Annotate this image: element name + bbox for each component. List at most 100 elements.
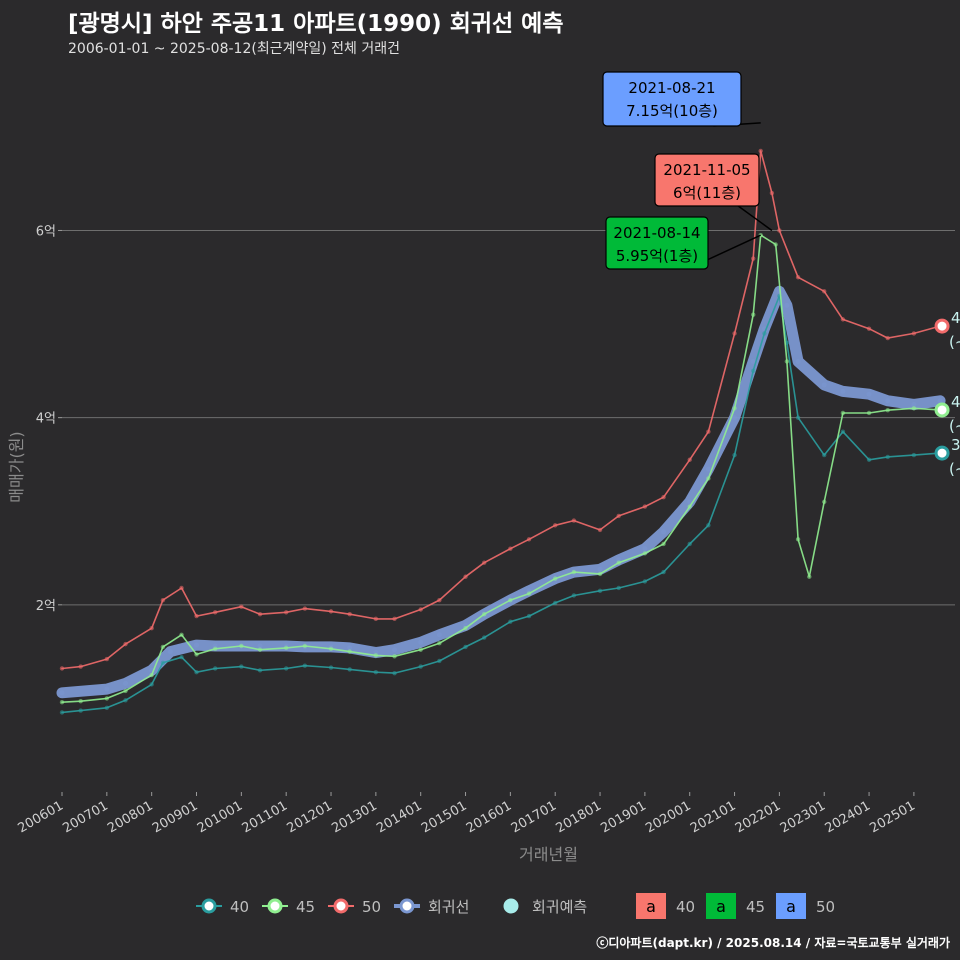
data-point-50 — [777, 228, 782, 233]
data-point-40 — [885, 454, 890, 460]
data-point-40 — [911, 452, 917, 458]
data-point-40 — [840, 429, 846, 434]
data-point-40 — [526, 613, 532, 619]
data-point-45 — [392, 654, 397, 659]
data-point-45 — [784, 359, 790, 364]
data-point-40 — [347, 667, 352, 672]
x-tick-label: 200601 — [16, 798, 66, 836]
data-point-45 — [911, 406, 917, 411]
data-point-40 — [160, 660, 166, 666]
data-point-regression — [194, 642, 200, 648]
x-tick-label: 201301 — [329, 798, 379, 836]
data-point-45 — [751, 312, 756, 317]
legend-box-label: 50 — [816, 898, 835, 916]
data-point-50 — [597, 527, 603, 533]
legend-marker-regression — [399, 898, 415, 914]
data-point-40 — [437, 658, 442, 664]
chart-caption: ⓒ디아파트(dapt.kr) / 2025.08.14 / 자료=국토교통부 실… — [596, 936, 950, 950]
data-point-45 — [706, 476, 711, 481]
legend-box-50 — [776, 893, 806, 919]
end-label-value: 36,214 — [951, 436, 960, 454]
data-point-40 — [418, 664, 423, 669]
data-point-50 — [302, 606, 308, 611]
end-label-value: 49,780 — [951, 309, 960, 327]
data-point-50 — [758, 148, 763, 154]
legend-label-regression: 회귀선 — [428, 898, 469, 916]
data-point-50 — [508, 546, 513, 551]
data-point-50 — [123, 641, 128, 647]
data-point-50 — [59, 666, 65, 671]
data-point-50 — [257, 611, 263, 617]
data-point-40 — [78, 708, 83, 713]
end-label-value: 40,822 — [951, 393, 960, 411]
data-point-45 — [642, 551, 648, 556]
x-tick-label: 200901 — [150, 798, 200, 836]
data-point-50 — [418, 607, 423, 612]
data-point-45 — [418, 647, 423, 652]
data-point-50 — [149, 626, 154, 631]
data-point-45 — [571, 569, 577, 575]
data-point-50 — [751, 256, 756, 261]
series-line-regression — [56, 285, 946, 699]
annotation-pointer — [737, 205, 773, 232]
data-point-40 — [661, 569, 666, 575]
data-point-40 — [179, 655, 184, 660]
data-point-45 — [257, 647, 263, 652]
x-tick-label: 200701 — [60, 798, 110, 836]
chart-subtitle: 2006-01-01 ~ 2025-08-12(최근계약일) 전체 거래건 — [68, 41, 400, 57]
data-point-45 — [482, 611, 487, 617]
x-tick-label: 201701 — [509, 798, 559, 836]
data-point-regression — [840, 388, 846, 394]
data-point-50 — [866, 326, 872, 331]
data-point-regression — [257, 643, 263, 649]
y-tick-label: 6억 — [36, 224, 56, 239]
x-tick-label: 200801 — [105, 798, 155, 836]
y-axis-title: 매매가(원) — [7, 431, 26, 502]
data-point-45 — [795, 537, 801, 542]
data-point-40 — [822, 452, 827, 458]
x-tick-label: 201201 — [285, 798, 335, 836]
data-point-50 — [822, 289, 827, 294]
legend-box-40 — [636, 893, 666, 919]
data-point-40 — [212, 666, 218, 671]
data-point-50 — [526, 537, 532, 542]
data-point-50 — [769, 190, 775, 196]
end-label-area: (~45㎡) — [949, 417, 960, 435]
data-point-45 — [822, 499, 827, 505]
annotation-box — [654, 153, 760, 207]
end-marker-40 — [934, 445, 950, 461]
legend-label-45: 45 — [296, 898, 315, 916]
annotation-price: 7.15억(10층) — [626, 102, 718, 120]
data-point-45 — [526, 591, 532, 596]
legend-box-label: 40 — [676, 898, 695, 916]
data-point-45 — [347, 649, 352, 654]
data-point-50 — [885, 335, 890, 341]
data-point-40 — [508, 619, 513, 624]
data-point-40 — [257, 668, 263, 673]
data-point-40 — [239, 664, 244, 669]
chart-title: [광명시] 하안 주공11 아파트(1990) 회귀선 예측 — [68, 11, 564, 37]
data-point-regression — [123, 680, 129, 686]
data-point-50 — [642, 504, 648, 509]
x-tick-label: 202001 — [643, 798, 693, 836]
y-tick-label: 2억 — [36, 599, 56, 614]
data-point-40 — [642, 579, 648, 584]
annotation-date: 2021-08-21 — [628, 79, 715, 97]
annotation-box — [602, 71, 742, 127]
legend-label-50: 50 — [362, 898, 381, 916]
x-tick-label: 201601 — [464, 798, 514, 836]
end-marker-50 — [934, 318, 950, 334]
data-point-50 — [328, 609, 334, 614]
data-point-40 — [59, 710, 65, 715]
data-point-40 — [732, 452, 737, 458]
data-point-45 — [732, 406, 737, 411]
legend-box-label: 45 — [746, 898, 765, 916]
data-point-40 — [762, 331, 767, 336]
data-point-50 — [840, 317, 846, 322]
legend-marker-45 — [267, 898, 283, 914]
x-tick-label: 202401 — [823, 798, 873, 836]
legend-label-40: 40 — [230, 898, 249, 916]
data-point-45 — [807, 574, 812, 579]
data-point-45 — [179, 632, 184, 637]
